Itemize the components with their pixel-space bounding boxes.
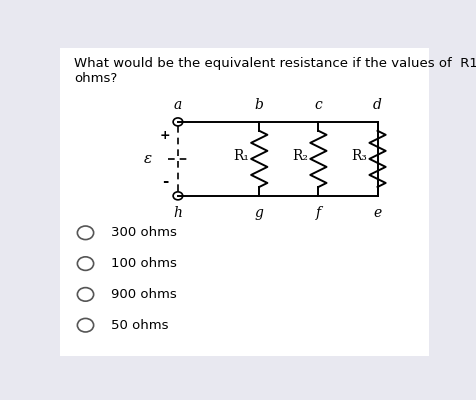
Text: -: - bbox=[161, 174, 168, 190]
Text: h: h bbox=[173, 206, 182, 220]
Text: R₂: R₂ bbox=[291, 149, 307, 163]
Text: R₃: R₃ bbox=[350, 149, 366, 163]
Text: c: c bbox=[314, 98, 322, 112]
Text: +: + bbox=[159, 129, 170, 142]
Text: f: f bbox=[315, 206, 320, 220]
Text: g: g bbox=[254, 206, 263, 220]
Text: 300 ohms: 300 ohms bbox=[111, 226, 177, 239]
Text: d: d bbox=[372, 98, 381, 112]
Text: b: b bbox=[254, 98, 263, 112]
Text: R₁: R₁ bbox=[232, 149, 248, 163]
Text: 50 ohms: 50 ohms bbox=[111, 319, 169, 332]
Text: ε: ε bbox=[144, 152, 152, 166]
Text: e: e bbox=[373, 206, 381, 220]
Text: 100 ohms: 100 ohms bbox=[111, 257, 177, 270]
Text: a: a bbox=[173, 98, 182, 112]
Text: What would be the equivalent resistance if the values of  R1=R2=R3=300
ohms?: What would be the equivalent resistance … bbox=[74, 57, 476, 85]
FancyBboxPatch shape bbox=[60, 48, 428, 356]
Text: 900 ohms: 900 ohms bbox=[111, 288, 177, 301]
